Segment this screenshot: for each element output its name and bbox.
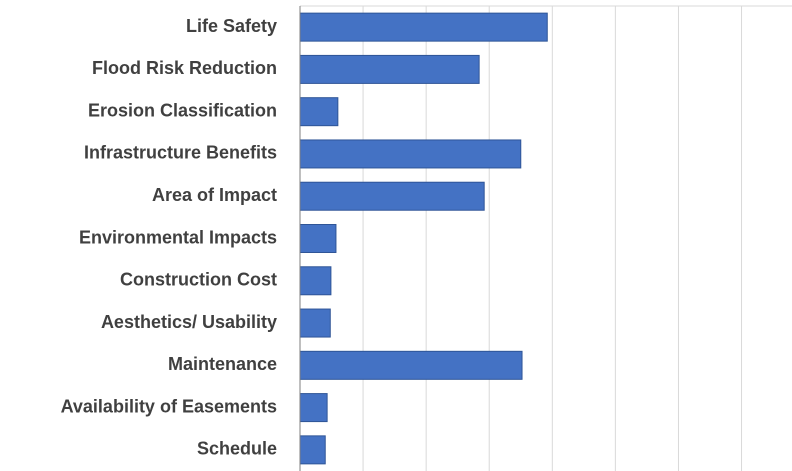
y-tick-label: Aesthetics/ Usability	[101, 312, 277, 332]
y-tick-label: Infrastructure Benefits	[84, 143, 277, 163]
bar	[299, 224, 337, 253]
y-tick-label: Availability of Easements	[61, 396, 277, 416]
bar	[299, 12, 548, 42]
y-tick-label: Erosion Classification	[88, 100, 277, 120]
y-tick-label: Schedule	[197, 439, 277, 459]
bar	[299, 139, 522, 169]
y-tick-label: Life Safety	[186, 16, 277, 36]
y-tick-label: Construction Cost	[120, 270, 277, 290]
bar	[299, 435, 326, 465]
y-tick-label: Flood Risk Reduction	[92, 58, 277, 78]
bar	[299, 393, 328, 423]
bar	[299, 266, 332, 296]
bar	[299, 308, 331, 338]
bar	[299, 97, 339, 127]
y-tick-label: Maintenance	[168, 354, 277, 374]
y-tick-label: Area of Impact	[152, 185, 277, 205]
y-tick-label: Environmental Impacts	[79, 227, 277, 247]
bar	[299, 181, 485, 211]
bar	[299, 54, 480, 84]
bar	[299, 350, 523, 380]
